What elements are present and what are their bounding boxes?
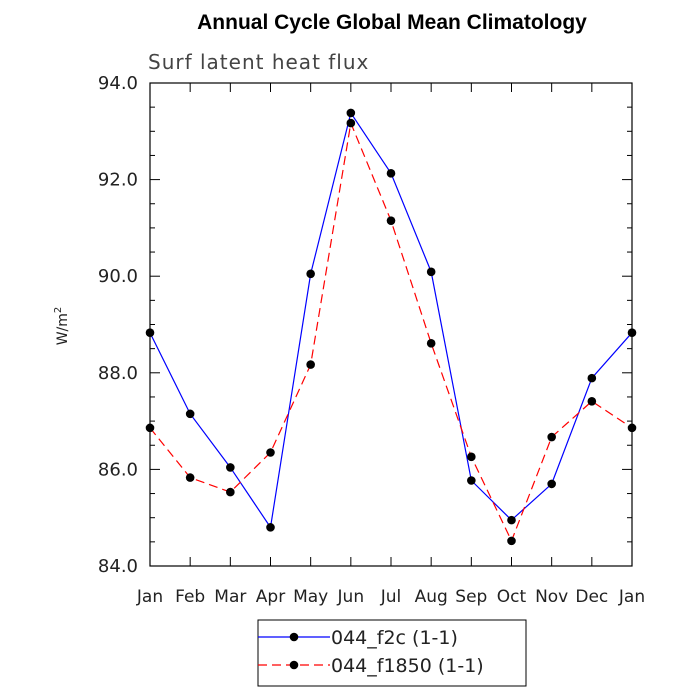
series-1-point (346, 118, 356, 128)
series-0-point (547, 479, 556, 489)
series-layer (145, 108, 637, 546)
legend-label-0: 044_f2c (1-1) (331, 627, 458, 649)
legend-marker-0 (289, 632, 299, 642)
x-tick-label: Jan (136, 587, 163, 607)
series-1-point (266, 448, 275, 457)
y-axis-label-unit: W/m (55, 313, 71, 345)
y-tick-label: 84.0 (98, 556, 138, 577)
x-tick-label: Oct (497, 587, 527, 607)
legend-box (257, 619, 527, 687)
series-1-point (507, 536, 516, 546)
series-0-point (145, 328, 155, 338)
series-0-point (627, 328, 637, 338)
chart-subtitle: Surf latent heat flux (148, 50, 369, 74)
y-axis-label-superscript: 2 (53, 307, 64, 313)
series-0-point (386, 169, 396, 178)
x-tick-label: Jan (618, 587, 645, 607)
y-axis-label: W/m2 (53, 307, 71, 346)
series-0-point (346, 108, 356, 118)
x-tick-label: Mar (214, 587, 246, 607)
series-1-point (226, 487, 235, 497)
series-0-point (306, 269, 315, 279)
x-tick-label: Aug (415, 587, 448, 607)
series-0-point (587, 373, 597, 383)
series-1-point (386, 216, 396, 225)
legend-label-1: 044_f1850 (1-1) (331, 655, 484, 677)
y-tick-label: 90.0 (98, 266, 138, 287)
series-0-point (426, 267, 436, 277)
y-tick-label: 86.0 (98, 459, 138, 480)
y-tick-label: 88.0 (98, 363, 138, 384)
series-1-point (185, 473, 195, 482)
y-axis: 84.0 86.0 88.0 90.0 92.0 94.0 (98, 73, 632, 577)
series-0-point (467, 476, 476, 485)
x-tick-label: Jun (337, 587, 365, 607)
x-tick-label: Feb (175, 587, 205, 607)
series-0-point (507, 515, 516, 525)
series-1-point (547, 432, 556, 442)
x-tick-label: May (293, 587, 328, 607)
x-tick-label: Dec (575, 587, 608, 607)
series-1-point (467, 452, 476, 462)
series-1-point (627, 423, 637, 433)
y-tick-label: 94.0 (98, 73, 138, 94)
x-tick-label: Apr (256, 587, 285, 607)
legend: 044_f2c (1-1) 044_f1850 (1-1) (257, 619, 527, 687)
x-axis: Jan Feb Mar Apr May Jun Jul Aug Sep Oct Nov Dec Jan (136, 83, 645, 607)
x-tick-label: Sep (455, 587, 487, 607)
x-tick-label: Nov (535, 587, 568, 607)
series-0-point (266, 523, 275, 532)
series-0-point (226, 463, 235, 472)
y-tick-label: 92.0 (98, 170, 138, 191)
series-0-point (185, 409, 195, 419)
chart-title: Annual Cycle Global Mean Climatology (197, 11, 587, 34)
plot-frame (149, 82, 633, 567)
series-1-point (145, 423, 155, 433)
legend-marker-1 (289, 660, 299, 670)
series-1-point (426, 339, 436, 348)
series-1-point (587, 396, 597, 406)
series-1-point (306, 360, 315, 369)
x-tick-label: Jul (380, 587, 402, 607)
series-line-1 (149, 120, 633, 543)
